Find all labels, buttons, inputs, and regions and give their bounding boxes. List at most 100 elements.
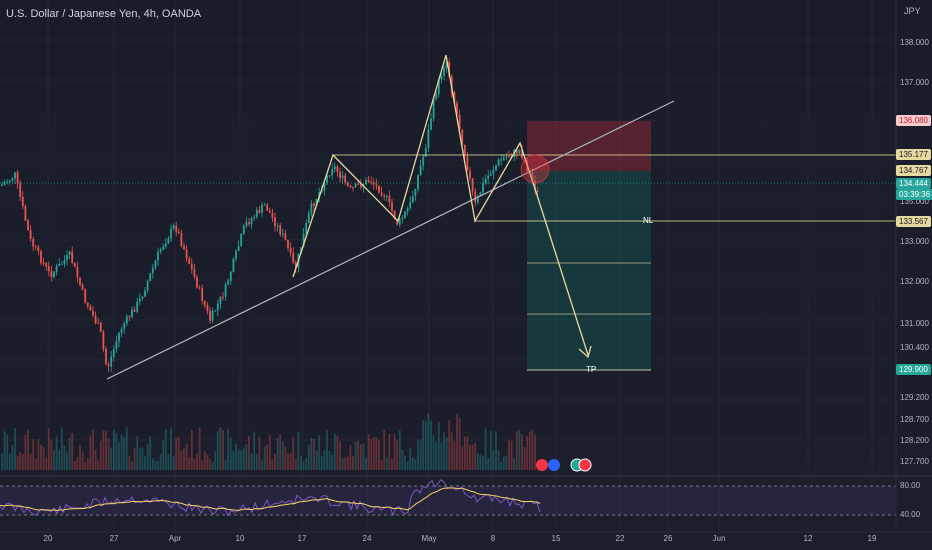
volume-bar <box>404 455 406 470</box>
rsi-upper-label: 80.00 <box>900 481 921 490</box>
candle-body <box>409 202 412 209</box>
candle-body <box>336 166 339 172</box>
candle-body <box>456 102 458 115</box>
volume-bar <box>58 449 61 470</box>
take-profit-zone[interactable] <box>527 171 651 370</box>
volume-bar <box>461 446 464 470</box>
time-label: Apr <box>168 534 182 543</box>
volume-bar <box>482 455 484 470</box>
volume-bar <box>354 441 357 470</box>
volume-bar <box>266 444 269 470</box>
candle-body <box>398 218 401 225</box>
volume-bar <box>185 443 188 470</box>
time-label: May <box>421 534 437 543</box>
candle-body <box>198 287 201 289</box>
candle-body <box>6 181 9 183</box>
candle-body <box>250 218 253 225</box>
volume-bar <box>164 428 167 470</box>
event-icon-4[interactable] <box>578 458 592 472</box>
volume-bar <box>313 438 315 470</box>
volume-bar <box>66 452 68 470</box>
candle-body <box>313 203 315 206</box>
candle-body <box>138 298 141 302</box>
candle-body <box>307 212 310 224</box>
resistance-price-tag: 135.177 <box>896 149 931 160</box>
candle-body <box>170 228 172 239</box>
volume-bar <box>45 457 48 470</box>
candle-body <box>292 252 295 263</box>
volume-bar <box>469 444 471 470</box>
candle-body <box>175 225 178 232</box>
volume-bar <box>242 447 245 470</box>
volume-bar <box>222 430 224 470</box>
volume-bar <box>263 446 266 470</box>
event-icon-1[interactable] <box>536 459 548 471</box>
candle-body <box>437 79 440 94</box>
volume-bar <box>476 453 479 470</box>
volume-bar <box>489 431 492 470</box>
candle-body <box>505 156 508 158</box>
candle-body <box>81 284 84 290</box>
candle-body <box>71 251 74 263</box>
volume-bar <box>341 457 344 470</box>
volume-bar <box>531 429 534 470</box>
candle-body <box>383 195 386 197</box>
candle-body <box>125 316 128 324</box>
candle-body <box>162 246 165 250</box>
candle-body <box>323 183 326 191</box>
candle-body <box>294 262 297 268</box>
candle-body <box>521 149 523 158</box>
volume-bar <box>422 420 425 470</box>
candle-body <box>281 233 284 235</box>
candle-body <box>346 182 349 186</box>
candle-body <box>232 258 235 272</box>
volume-bar <box>310 437 313 470</box>
volume-bar <box>157 460 159 470</box>
candle-body <box>203 301 206 306</box>
candle-body <box>300 247 302 254</box>
candle-body <box>378 185 380 193</box>
volume-bar <box>167 454 170 470</box>
candle-body <box>357 183 360 185</box>
time-label: 8 <box>490 534 496 543</box>
volume-bar <box>305 457 308 470</box>
volume-bar <box>180 450 183 470</box>
volume-bar <box>55 436 58 470</box>
candle-body <box>536 190 539 192</box>
symbol-title[interactable]: U.S. Dollar / Japanese Yen, 4h, OANDA <box>6 8 202 20</box>
volume-bar <box>237 449 240 470</box>
volume-bar <box>42 446 45 470</box>
volume-bar <box>177 437 180 470</box>
candle-body <box>107 364 110 367</box>
candle-body <box>268 210 271 213</box>
candle-body <box>242 225 245 235</box>
volume-bar <box>6 434 9 470</box>
volume-bar <box>443 432 445 470</box>
volume-bar <box>414 459 417 470</box>
volume-bar <box>159 453 162 470</box>
candle-body <box>193 268 196 277</box>
volume-bar <box>396 440 399 470</box>
volume-bar <box>502 456 505 470</box>
event-icon-2[interactable] <box>548 459 560 471</box>
candle-body <box>99 323 102 333</box>
candle-body <box>240 234 243 247</box>
candle-body <box>159 249 162 253</box>
candle-body <box>209 310 211 321</box>
volume-bar <box>14 428 16 470</box>
volume-bar <box>424 421 427 470</box>
volume-bar <box>417 439 419 470</box>
candle-body <box>469 170 471 179</box>
support-trendline[interactable] <box>106 100 675 380</box>
volume-bar <box>378 439 380 470</box>
candle-body <box>79 277 81 285</box>
volume-bar <box>99 440 102 470</box>
pattern-zigzag[interactable] <box>292 54 538 278</box>
candle-body <box>432 98 435 119</box>
volume-bar <box>289 453 292 470</box>
candle-body <box>92 310 94 316</box>
candle-body <box>255 210 258 217</box>
candle-body <box>289 248 292 253</box>
